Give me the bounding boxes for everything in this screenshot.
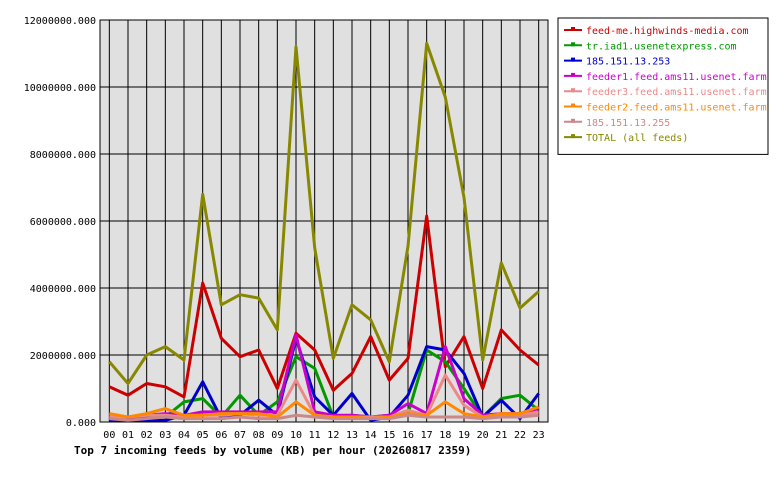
x-tick-label: 23 xyxy=(533,430,545,441)
series-line-5 xyxy=(109,400,540,421)
x-tick-label: 03 xyxy=(159,430,171,441)
x-tick-label: 17 xyxy=(421,430,433,441)
x-tick-label: 02 xyxy=(141,430,153,441)
series-line-0 xyxy=(108,214,540,399)
legend-marker xyxy=(571,103,575,108)
x-tick-label: 15 xyxy=(383,430,395,441)
legend-marker xyxy=(571,57,575,62)
legend-marker xyxy=(571,72,575,77)
legend-label: feeder1.feed.ams11.usenet.farm xyxy=(586,72,767,83)
legend-label: TOTAL (all feeds) xyxy=(586,133,688,144)
legend-label: 185.151.13.255 xyxy=(586,118,670,129)
legend-label: feeder3.feed.ams11.usenet.farm xyxy=(586,87,767,98)
series-line-1 xyxy=(109,348,540,421)
x-tick-label: 07 xyxy=(234,430,246,441)
y-tick-label: 0.000 xyxy=(66,418,96,429)
chart-title: Top 7 incoming feeds by volume (KB) per … xyxy=(74,444,472,457)
x-tick-label: 01 xyxy=(122,430,134,441)
legend-label: 185.151.13.253 xyxy=(586,57,670,68)
x-tick-label: 13 xyxy=(346,430,358,441)
legend-label: feeder2.feed.ams11.usenet.farm xyxy=(586,103,767,114)
y-tick-label: 6000000.000 xyxy=(30,217,96,228)
y-tick-label: 4000000.000 xyxy=(30,284,96,295)
x-tick-label: 12 xyxy=(327,430,339,441)
x-tick-label: 11 xyxy=(309,430,321,441)
y-tick-label: 12000000.000 xyxy=(24,16,96,27)
x-tick-label: 08 xyxy=(253,430,265,441)
legend-marker xyxy=(571,27,575,31)
x-tick-label: 06 xyxy=(215,430,227,441)
x-tick-label: 05 xyxy=(197,430,209,441)
legend-box xyxy=(557,17,769,155)
legend-label: feed-me.highwinds-media.com xyxy=(586,26,749,37)
y-tick-label: 2000000.000 xyxy=(30,351,96,362)
x-tick-label: 22 xyxy=(514,430,526,441)
y-tick-label: 8000000.000 xyxy=(30,150,96,161)
x-tick-label: 00 xyxy=(103,430,115,441)
x-tick-label: 09 xyxy=(271,430,283,441)
x-tick-label: 10 xyxy=(290,430,302,441)
y-tick-label: 10000000.000 xyxy=(24,83,96,94)
legend-marker xyxy=(571,88,575,93)
legend-marker xyxy=(571,42,575,47)
x-tick-label: 21 xyxy=(495,430,507,441)
legend-marker xyxy=(571,118,575,123)
x-tick-label: 18 xyxy=(439,430,451,441)
x-tick-label: 14 xyxy=(365,430,377,441)
x-tick-label: 20 xyxy=(477,430,489,441)
x-tick-label: 16 xyxy=(402,430,414,441)
series-line-7 xyxy=(108,41,540,385)
x-tick-label: 19 xyxy=(458,430,470,441)
legend-marker xyxy=(571,134,575,139)
series-line-6 xyxy=(109,413,539,422)
x-tick-label: 04 xyxy=(178,430,190,441)
legend-label: tr.iad1.usenetexpress.com xyxy=(586,41,737,52)
